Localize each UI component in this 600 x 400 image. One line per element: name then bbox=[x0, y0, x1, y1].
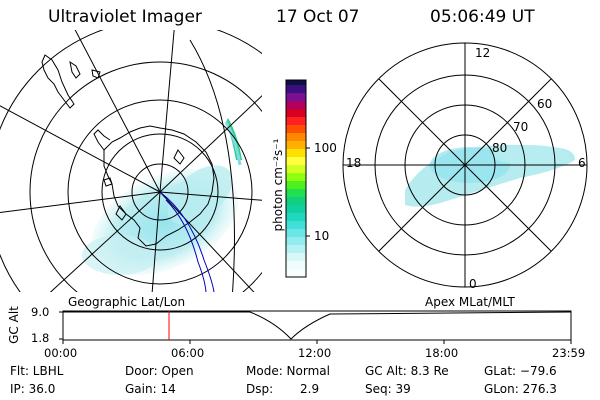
altitude-xtick-3: 18:00 bbox=[425, 346, 459, 360]
altitude-ylabel: GC Alt bbox=[7, 306, 21, 344]
satellite-track bbox=[159, 191, 215, 292]
info-filter: Flt: LBHL bbox=[10, 364, 64, 378]
mlt-label-18: 18 bbox=[346, 156, 362, 170]
altitude-xtick-1: 06:00 bbox=[171, 346, 205, 360]
colorbar-unit-label: photon cm⁻²s⁻¹ bbox=[271, 138, 285, 232]
geo-graticule bbox=[0, 30, 262, 292]
info-seq: Seq: 39 bbox=[365, 382, 411, 396]
info-gc-alt: GC Alt: 8.3 Re bbox=[365, 364, 449, 378]
altitude-ytick-top: 9.0 bbox=[31, 305, 50, 319]
mlat-label-80: 80 bbox=[492, 141, 508, 155]
date-label: 17 Oct 07 bbox=[276, 7, 360, 27]
colorbar bbox=[285, 79, 310, 278]
info-dsp-label: Dsp: bbox=[246, 382, 274, 396]
mlat-label-60: 60 bbox=[537, 97, 553, 111]
mlt-label-12: 12 bbox=[475, 46, 491, 60]
geo-map-label: Geographic Lat/Lon bbox=[68, 295, 186, 309]
geo-aurora bbox=[82, 118, 242, 276]
geographic-map bbox=[0, 30, 262, 292]
polar-plot-label: Apex MLat/MLT bbox=[425, 295, 515, 309]
info-door: Door: Open bbox=[125, 364, 194, 378]
mlt-label-6: 6 bbox=[578, 156, 586, 170]
polar-plot bbox=[342, 42, 588, 288]
info-mode: Mode: Normal bbox=[246, 364, 330, 378]
altitude-xtick-4: 23:59 bbox=[552, 346, 586, 360]
mlt-label-0: 0 bbox=[469, 277, 477, 291]
mlat-label-70: 70 bbox=[513, 120, 529, 134]
time-label: 05:06:49 UT bbox=[430, 7, 535, 27]
info-dsp-value: 2.9 bbox=[300, 382, 320, 396]
altitude-xtick-2: 12:00 bbox=[298, 346, 332, 360]
instrument-title: Ultraviolet Imager bbox=[48, 7, 202, 27]
info-glat: GLat: −79.6 bbox=[484, 364, 557, 378]
info-glon: GLon: 276.3 bbox=[484, 382, 557, 396]
colorbar-tick-100: 100 bbox=[314, 141, 337, 155]
info-gain: Gain: 14 bbox=[125, 382, 176, 396]
altitude-ytick-bottom: 1.8 bbox=[31, 331, 50, 345]
altitude-xtick-0: 00:00 bbox=[44, 346, 78, 360]
coastlines bbox=[41, 54, 215, 247]
altitude-plot bbox=[59, 310, 572, 344]
colorbar-tick-10: 10 bbox=[314, 229, 330, 243]
info-ip: IP: 36.0 bbox=[10, 382, 56, 396]
